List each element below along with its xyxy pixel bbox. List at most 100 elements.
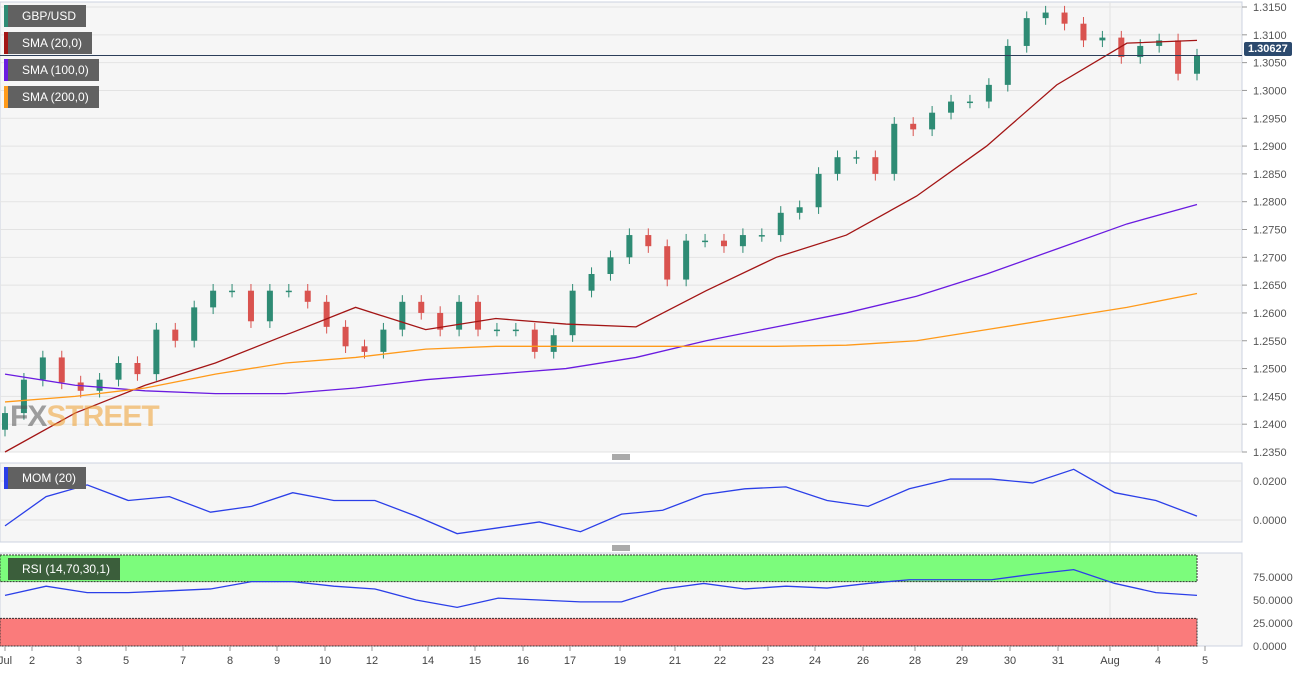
rsi-tick-label: 50.0000 — [1253, 595, 1293, 607]
candle — [191, 307, 198, 341]
logo-part-street: STREET — [46, 400, 159, 433]
candle — [285, 290, 292, 293]
candle — [1156, 40, 1163, 46]
candle — [134, 363, 141, 375]
candle — [1137, 45, 1144, 58]
candle — [607, 257, 614, 274]
price-tick-label: 1.2750 — [1253, 225, 1287, 237]
sma20-line — [4, 39, 1198, 453]
date-tick-label: 5 — [1202, 655, 1208, 667]
date-tick-label: Jul — [0, 655, 12, 667]
date-tick-label: 12 — [366, 655, 378, 667]
candle — [1194, 55, 1200, 74]
date-tick-label: 16 — [517, 655, 529, 667]
legend-symbol[interactable]: GBP/USD — [4, 5, 87, 27]
candle — [796, 207, 803, 213]
candle — [96, 379, 103, 391]
candle — [2, 413, 8, 430]
date-tick-label: 29 — [956, 655, 968, 667]
candle — [1042, 12, 1049, 19]
candle — [777, 212, 784, 236]
candle — [229, 290, 236, 293]
date-tick-label: 31 — [1052, 655, 1064, 667]
candle — [929, 112, 936, 130]
candle — [323, 301, 330, 327]
candle — [304, 290, 311, 302]
mom-tick-label: 0.0000 — [1253, 515, 1287, 527]
candle — [853, 157, 860, 159]
date-tick-label: 2 — [29, 655, 35, 667]
date-tick-label: 7 — [180, 655, 186, 667]
legend-sma200[interactable]: SMA (200,0) — [4, 86, 99, 108]
date-tick-label: Aug — [1100, 655, 1120, 667]
rsi-line — [4, 568, 1198, 609]
price-tick-label: 1.2700 — [1253, 252, 1287, 264]
date-tick-label: 28 — [909, 655, 921, 667]
candle — [380, 329, 387, 352]
candle — [626, 235, 633, 258]
candle — [266, 290, 273, 322]
sma200-line — [4, 292, 1198, 403]
price-tick-label: 1.3050 — [1253, 58, 1287, 70]
price-tick-label: 1.2350 — [1253, 447, 1287, 459]
fxstreet-logo: FXSTREET — [10, 400, 160, 434]
price-tick-label: 1.2450 — [1253, 391, 1287, 403]
mom-tick-label: 0.0200 — [1253, 476, 1287, 488]
price-tick-label: 1.3150 — [1253, 2, 1287, 14]
candle — [683, 240, 690, 280]
price-panel — [0, 1, 1243, 453]
price-tick-label: 1.2850 — [1253, 169, 1287, 181]
mom-panel — [0, 462, 1243, 543]
candle — [758, 235, 765, 237]
rsi-tick-label: 0.0000 — [1253, 641, 1287, 653]
candle — [20, 379, 27, 414]
price-tick-label: 1.2800 — [1253, 197, 1287, 209]
candle — [39, 357, 46, 380]
candle — [1118, 37, 1125, 58]
candle — [1061, 12, 1068, 24]
candle — [891, 123, 898, 174]
candle — [1080, 23, 1087, 41]
candle — [437, 312, 444, 330]
candle — [342, 326, 349, 347]
date-tick-label: 22 — [714, 655, 726, 667]
price-tick-label: 1.3000 — [1253, 85, 1287, 97]
candle — [210, 290, 217, 308]
candle — [720, 240, 727, 247]
candle — [815, 173, 822, 208]
price-tick-label: 1.2400 — [1253, 419, 1287, 431]
candle — [493, 329, 500, 332]
candle — [475, 301, 482, 330]
candle — [512, 329, 519, 332]
legend-sma20[interactable]: SMA (20,0) — [4, 32, 93, 54]
legend-mom[interactable]: MOM (20) — [4, 467, 86, 489]
date-tick-label: 14 — [422, 655, 434, 667]
candle — [172, 329, 179, 341]
candle — [115, 363, 122, 380]
candle — [569, 290, 576, 336]
date-tick-label: 30 — [1004, 655, 1016, 667]
mom-line — [4, 468, 1198, 535]
date-tick-label: 5 — [123, 655, 129, 667]
date-tick-label: 17 — [564, 655, 576, 667]
candle — [399, 301, 406, 330]
candle — [456, 301, 463, 330]
candle — [985, 84, 992, 102]
legend-rsi[interactable]: RSI (14,70,30,1) — [4, 558, 121, 580]
legend-sma100[interactable]: SMA (100,0) — [4, 59, 99, 81]
date-tick-label: 3 — [76, 655, 82, 667]
price-tick-label: 1.2600 — [1253, 308, 1287, 320]
candle — [247, 290, 254, 322]
candle — [702, 240, 709, 243]
candle — [418, 301, 425, 313]
candle — [1004, 45, 1011, 85]
price-tick-label: 1.2550 — [1253, 336, 1287, 348]
current-price-tag: 1.30627 — [1244, 42, 1292, 56]
candle — [361, 346, 368, 352]
date-tick-label: 26 — [857, 655, 869, 667]
price-tick-label: 1.2650 — [1253, 280, 1287, 292]
candle — [588, 274, 595, 291]
price-tick-label: 1.2900 — [1253, 141, 1287, 153]
candle — [77, 382, 84, 391]
